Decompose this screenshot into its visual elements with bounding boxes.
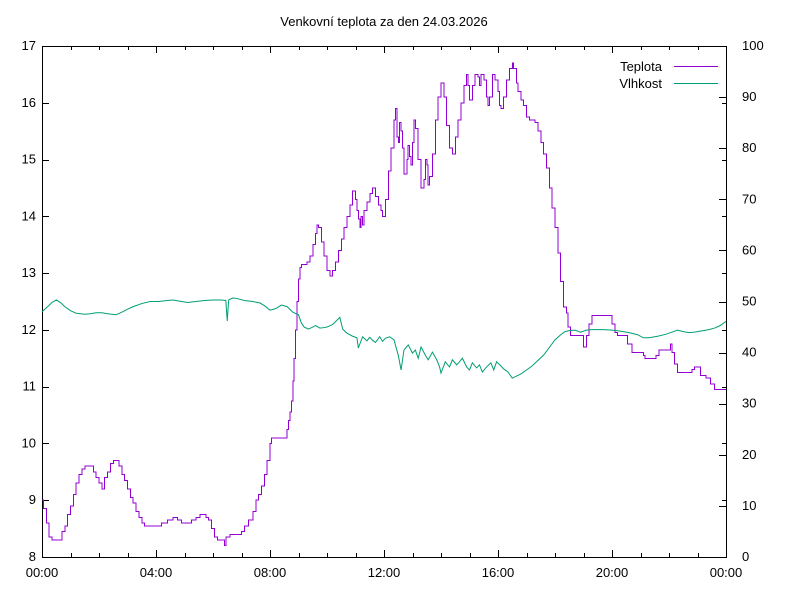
y-right-tick-label: 70 — [742, 191, 756, 206]
y-right-tick-labels: 0 10 20 30 40 50 60 70 80 90 100 — [742, 38, 764, 564]
legend: Teplota Vlhkost — [619, 58, 718, 92]
y-right-tick-label: 40 — [742, 345, 756, 360]
y-left-tick-label: 15 — [22, 152, 36, 167]
y-left-tick-label: 8 — [29, 549, 36, 564]
x-axis-tick-labels: 00:00 04:00 08:00 12:00 16:00 20:00 00:00 — [26, 565, 743, 580]
x-tick-label: 20:00 — [596, 565, 629, 580]
y-left-tick-label: 10 — [22, 435, 36, 450]
y-left-tick-label: 16 — [22, 95, 36, 110]
y-right-tick-label: 80 — [742, 140, 756, 155]
legend-item-vlhkost: Vlhkost — [619, 75, 718, 92]
x-tick-label: 00:00 — [26, 565, 59, 580]
y-left-tick-label: 14 — [22, 208, 36, 223]
y-right-tick-label: 0 — [742, 549, 749, 564]
y-right-tick-label: 30 — [742, 396, 756, 411]
y-left-tick-label: 9 — [29, 492, 36, 507]
legend-line-sample-vlhkost — [674, 83, 718, 84]
y-right-ticks — [719, 46, 726, 558]
x-tick-label: 08:00 — [254, 565, 287, 580]
y-left-tick-label: 12 — [22, 322, 36, 337]
y-right-tick-label: 60 — [742, 242, 756, 257]
y-right-tick-label: 20 — [742, 447, 756, 462]
legend-item-teplota: Teplota — [619, 58, 718, 75]
y-left-tick-labels: 8 9 10 11 12 13 14 15 16 17 — [22, 38, 36, 564]
series-teplota-line — [42, 62, 726, 547]
x-tick-label: 16:00 — [482, 565, 515, 580]
y-right-tick-label: 90 — [742, 89, 756, 104]
series-vlhkost-line — [41, 297, 727, 379]
x-tick-label: 04:00 — [140, 565, 173, 580]
chart-title: Venkovní teplota za den 24.03.2026 — [280, 14, 488, 29]
legend-line-sample-teplota — [674, 66, 718, 67]
y-left-tick-label: 11 — [23, 379, 37, 394]
y-left-tick-label: 17 — [22, 38, 36, 53]
y-right-tick-label: 50 — [742, 294, 756, 309]
x-tick-label: 12:00 — [368, 565, 401, 580]
y-right-tick-label: 100 — [742, 38, 764, 53]
y-right-tick-label: 10 — [742, 498, 756, 513]
x-axis-ticks — [42, 46, 727, 557]
x-tick-label: 00:00 — [710, 565, 743, 580]
plot-border — [42, 46, 727, 558]
legend-label-vlhkost: Vlhkost — [619, 76, 662, 91]
legend-label-teplota: Teplota — [620, 59, 662, 74]
y-left-tick-label: 13 — [22, 265, 36, 280]
y-left-ticks — [42, 46, 726, 558]
